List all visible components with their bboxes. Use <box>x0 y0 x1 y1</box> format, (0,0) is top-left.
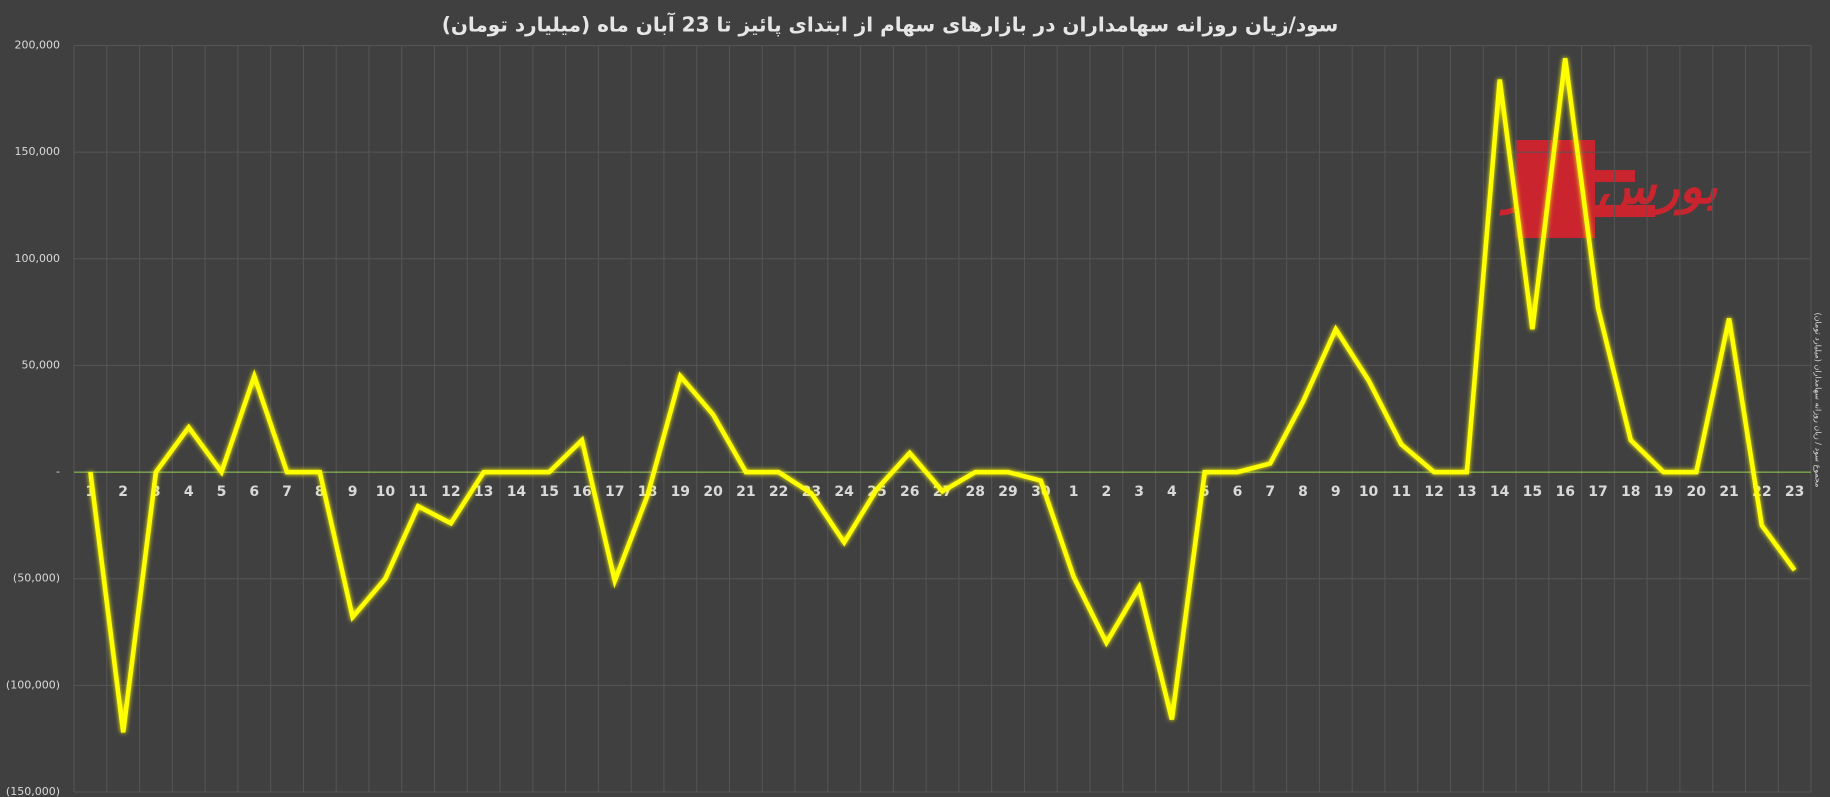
watermark-logo <box>1595 170 1635 182</box>
series-line <box>88 58 1797 733</box>
x-tick-label: 14 <box>1490 484 1510 500</box>
x-tick-label: 29 <box>998 484 1017 500</box>
y-tick-label: 150,000 <box>15 145 61 158</box>
y-axis-title: مجموع سود / زیان روزانه سهامداران (میلیا… <box>1814 313 1823 488</box>
x-tick-label: 21 <box>736 484 755 500</box>
x-tick-label: 14 <box>507 484 527 500</box>
x-tick-label: 17 <box>1588 484 1607 500</box>
grid <box>73 45 1812 793</box>
x-tick-label: 17 <box>605 484 624 500</box>
x-tick-label: 2 <box>1101 484 1111 500</box>
x-tick-label: 4 <box>184 484 194 500</box>
x-tick-label: 8 <box>315 484 325 500</box>
x-tick-label: 1 <box>86 484 96 500</box>
x-tick-label: 4 <box>1167 484 1177 500</box>
x-tick-label: 22 <box>769 484 788 500</box>
x-tick-label: 1 <box>1069 484 1079 500</box>
x-tick-label: 3 <box>151 484 161 500</box>
y-tick-label: 100,000 <box>15 252 61 265</box>
x-tick-label: 11 <box>408 484 427 500</box>
x-tick-label: 19 <box>671 484 690 500</box>
y-tick-label: (100,000) <box>6 678 60 691</box>
x-tick-label: 3 <box>1134 484 1144 500</box>
x-tick-label: 5 <box>1200 484 1210 500</box>
x-tick-label: 28 <box>966 484 985 500</box>
x-tick-label: 15 <box>539 484 558 500</box>
x-tick-label: 10 <box>376 484 396 500</box>
x-tick-label: 20 <box>703 484 723 500</box>
x-tick-label: 12 <box>441 484 460 500</box>
x-tick-label: 18 <box>1621 484 1640 500</box>
x-tick-label: 5 <box>217 484 227 500</box>
x-tick-label: 11 <box>1392 484 1411 500</box>
x-tick-label: 9 <box>1331 484 1341 500</box>
x-tick-label: 16 <box>572 484 591 500</box>
x-tick-label: 8 <box>1298 484 1308 500</box>
y-tick-label: 200,000 <box>15 39 61 52</box>
x-tick-label: 26 <box>900 484 919 500</box>
x-tick-label: 12 <box>1424 484 1443 500</box>
x-tick-label: 7 <box>282 484 292 500</box>
x-tick-label: 10 <box>1359 484 1379 500</box>
x-tick-label: 24 <box>834 484 854 500</box>
x-tick-label: 19 <box>1654 484 1673 500</box>
watermark-text: بورس نیوز <box>1499 159 1718 216</box>
y-tick-label: - <box>56 465 60 478</box>
x-tick-label: 15 <box>1523 484 1542 500</box>
x-tick-label: 7 <box>1265 484 1275 500</box>
watermark-logo <box>1595 205 1655 217</box>
x-tick-label: 21 <box>1719 484 1738 500</box>
x-tick-label: 23 <box>1785 484 1804 500</box>
x-tick-label: 6 <box>249 484 259 500</box>
watermark: بورس نیوز <box>1499 140 1718 238</box>
y-tick-label: (150,000) <box>6 785 60 797</box>
chart-title: سود/زیان روزانه سهامداران در بازارهای سه… <box>442 12 1339 38</box>
x-tick-label: 16 <box>1555 484 1574 500</box>
x-tick-label: 9 <box>348 484 358 500</box>
x-tick-label: 2 <box>118 484 128 500</box>
x-tick-label: 13 <box>1457 484 1476 500</box>
y-tick-label: (50,000) <box>13 572 60 585</box>
y-tick-label: 50,000 <box>22 358 61 371</box>
x-tick-label: 20 <box>1687 484 1707 500</box>
x-tick-label: 6 <box>1233 484 1243 500</box>
x-tick-label: 13 <box>474 484 493 500</box>
